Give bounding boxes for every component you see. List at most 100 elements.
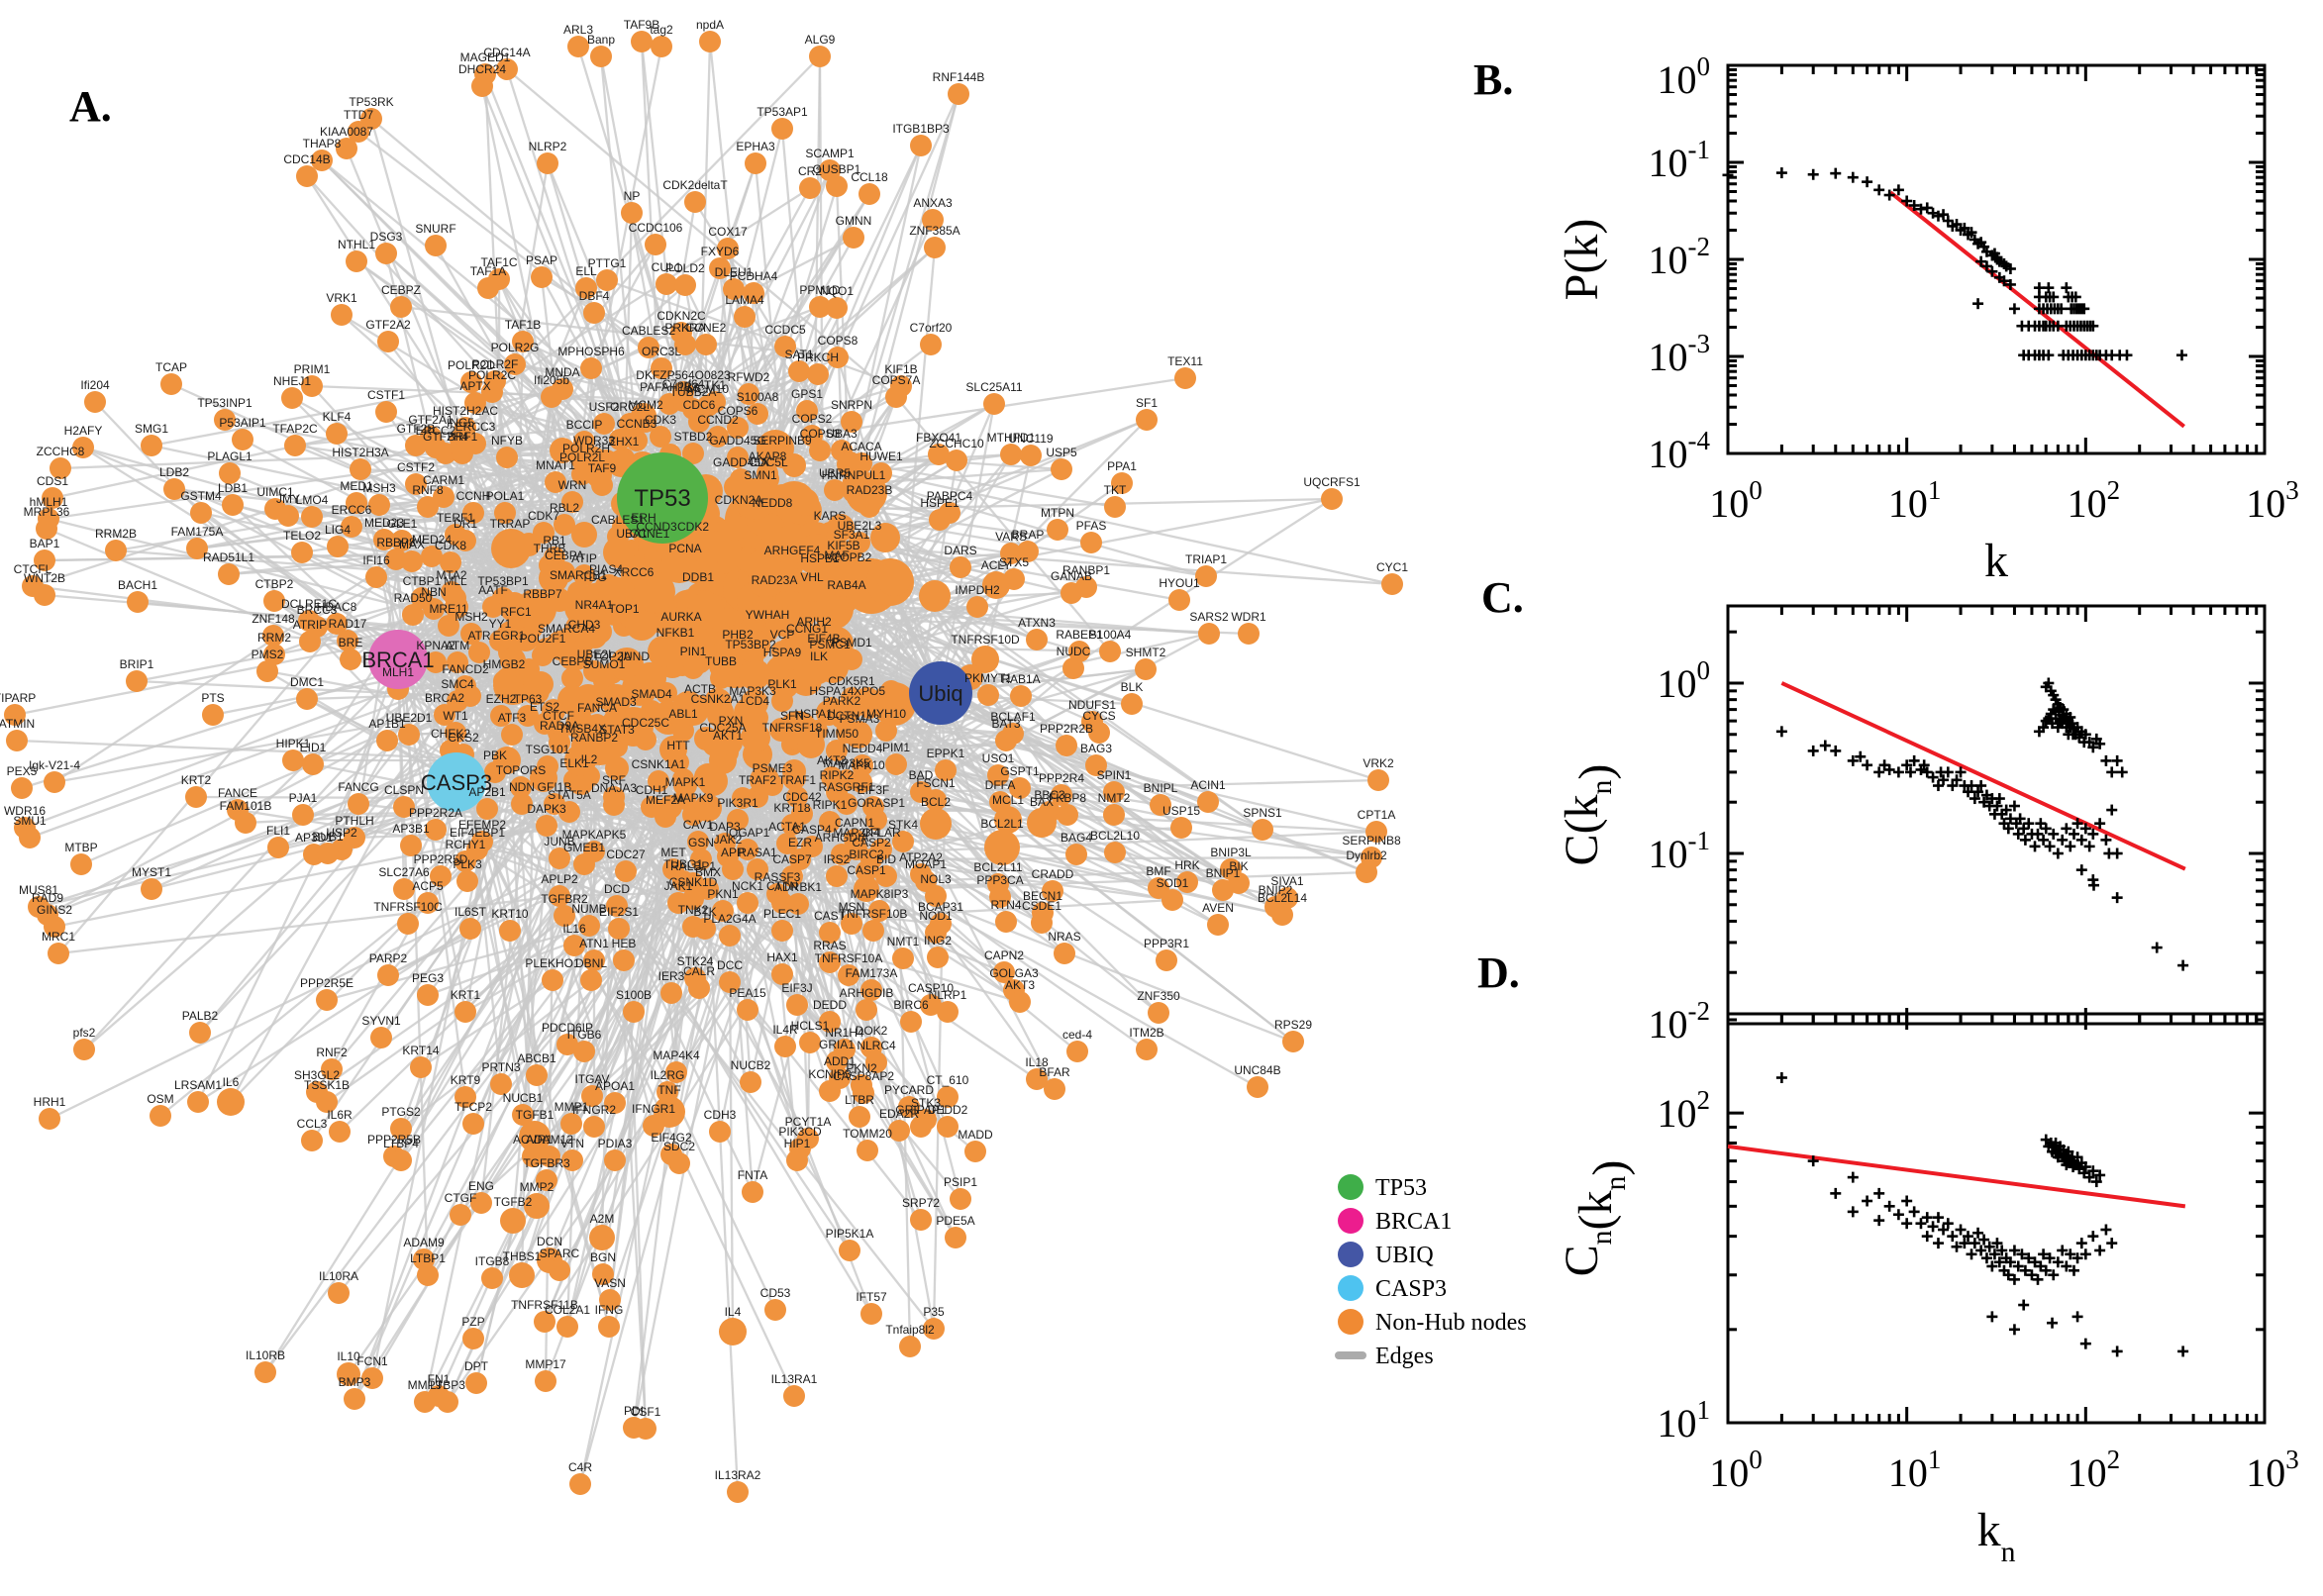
node-label: KLF4 xyxy=(323,410,352,424)
node-label: BNIP1 xyxy=(1206,866,1241,880)
node-label: ATF3 xyxy=(498,711,527,725)
node-label: BIRC2 xyxy=(849,848,884,861)
node-label: FBXO41 xyxy=(916,431,961,445)
network-edge xyxy=(832,608,1224,891)
node-label: CSNK2A1 xyxy=(691,692,746,706)
node-label: PPP2R2A xyxy=(409,806,462,820)
network-node xyxy=(317,843,339,864)
network-node xyxy=(365,566,387,588)
network-node xyxy=(301,506,323,528)
network-node xyxy=(856,999,877,1021)
node-label: KRT14 xyxy=(402,1044,439,1057)
panel-label-a: A. xyxy=(69,82,112,131)
network-node xyxy=(877,562,911,596)
node-label: BAD xyxy=(909,768,934,782)
network-edge xyxy=(888,581,928,882)
node-label: NLRC4 xyxy=(857,1039,896,1052)
network-edge xyxy=(80,694,471,866)
node-label: PIP5K1A xyxy=(826,1227,874,1241)
node-label: VASN xyxy=(594,1276,626,1290)
node-label: TGFB1 xyxy=(516,1108,555,1122)
network-node xyxy=(73,1039,95,1060)
network-node xyxy=(613,949,635,971)
node-label: OSM xyxy=(147,1092,173,1106)
node-label: AKT1 xyxy=(713,729,743,743)
node-label: MMP2 xyxy=(520,1180,555,1194)
node-label: TAF1A xyxy=(470,264,506,278)
node-label: CDC5L xyxy=(749,455,788,469)
network-node xyxy=(1044,1078,1065,1100)
network-node xyxy=(450,1204,471,1226)
network-node xyxy=(1057,804,1078,826)
node-label: COX17 xyxy=(708,225,748,239)
network-edge xyxy=(474,401,621,442)
node-label: TNF xyxy=(657,1083,680,1097)
node-label: BIRC6 xyxy=(893,998,929,1012)
node-label: EGR1 xyxy=(493,629,526,643)
node-label: HCLS1 xyxy=(791,1019,830,1033)
network-edge xyxy=(726,725,735,1333)
node-label: SRP72 xyxy=(902,1196,940,1210)
tick-label: 10-4 xyxy=(1649,426,1711,476)
node-label: IFI16 xyxy=(362,553,390,567)
legend-swatch-dot xyxy=(1338,1309,1364,1335)
network-edge xyxy=(692,897,942,926)
node-label: ITGB1BP3 xyxy=(892,122,950,136)
node-label: MCM2 xyxy=(628,398,663,412)
network-edge xyxy=(353,540,404,839)
node-label: POLA1 xyxy=(486,489,525,503)
network-node xyxy=(1207,914,1229,936)
node-label: GINS2 xyxy=(37,903,72,917)
node-label: GANAB xyxy=(1051,569,1092,583)
node-label: UBA3 xyxy=(826,427,858,441)
node-label: npdA xyxy=(696,18,724,32)
network-node xyxy=(302,753,324,775)
network-node xyxy=(401,550,423,572)
node-label: CCDC5 xyxy=(764,323,806,337)
node-label: ELK1 xyxy=(559,756,589,770)
node-label: AURKA xyxy=(660,610,701,624)
network-node xyxy=(839,1240,860,1261)
network-node xyxy=(376,730,398,751)
network-node xyxy=(1104,842,1126,863)
node-label: BCL2L11 xyxy=(973,860,1022,874)
node-label: TSG101 xyxy=(526,743,570,756)
node-label: CRADD xyxy=(1032,867,1074,881)
network-node xyxy=(1162,889,1183,911)
network-node xyxy=(477,277,499,299)
node-label: CD4 xyxy=(746,694,769,708)
network-node xyxy=(377,331,399,352)
node-label: LMO4 xyxy=(296,493,329,507)
node-label: MRE11 xyxy=(429,602,467,616)
node-label: LTBR xyxy=(845,1093,874,1107)
node-label: RAD23B xyxy=(847,483,893,497)
node-label: LAMA4 xyxy=(725,293,764,307)
network-node xyxy=(695,334,717,355)
node-label: FN1 xyxy=(428,1372,451,1386)
network-node xyxy=(1009,991,1031,1013)
node-label: EIF2S1 xyxy=(599,905,639,919)
node-label: BRE xyxy=(339,636,363,649)
node-label: NLRP2 xyxy=(529,140,567,153)
node-label: GSPT1 xyxy=(1000,764,1040,778)
scatter-points-C xyxy=(1775,677,2189,971)
node-label: CCNE1 xyxy=(630,527,670,541)
network-node xyxy=(583,1116,605,1138)
network-node xyxy=(84,391,106,413)
panel-label-c: C. xyxy=(1481,573,1524,622)
network-node xyxy=(501,724,523,746)
network-node xyxy=(1026,629,1048,650)
node-label: TFAP2C xyxy=(272,422,318,436)
node-label: PSMD1 xyxy=(831,636,872,649)
node-label: DCC xyxy=(717,958,743,972)
network-edge xyxy=(491,55,821,393)
node-label: MCL1 xyxy=(992,793,1024,807)
node-label: CDC14A xyxy=(483,46,530,59)
network-node xyxy=(316,989,338,1011)
node-label: TRRAP xyxy=(490,517,531,531)
node-label: CCDC106 xyxy=(629,221,683,235)
network-node xyxy=(950,556,971,578)
network-edge xyxy=(16,739,508,762)
network-node xyxy=(218,563,240,585)
node-label: DOK2 xyxy=(856,1024,888,1038)
